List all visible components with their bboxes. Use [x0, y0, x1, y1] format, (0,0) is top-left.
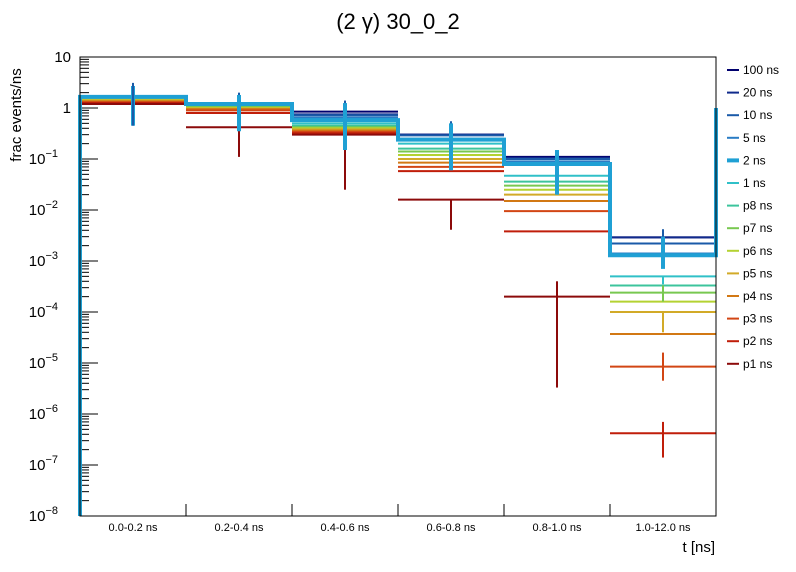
x-tick-label: 0.0-0.2 ns [109, 522, 158, 534]
legend-item: p6 ns [743, 244, 772, 258]
legend: 100 ns 20 ns 10 ns 5 ns 2 ns 1 ns p8 ns p7 ns p6… [727, 63, 779, 371]
x-tick-label: 0.6-0.8 ns [427, 522, 476, 534]
legend-item: p4 ns [743, 289, 772, 303]
x-tick-label: 0.8-1.0 ns [533, 522, 582, 534]
x-axis-label: t [ns] [682, 539, 715, 556]
legend-item: p7 ns [743, 221, 772, 235]
legend-item: 2 ns [743, 153, 766, 167]
legend-item: 20 ns [743, 86, 772, 100]
legend-item: p2 ns [743, 334, 772, 348]
y-tick-label: 10−7 [29, 454, 58, 474]
y-axis-label: frac events/ns [8, 68, 25, 161]
series-p3-ns [80, 101, 716, 368]
series-10-ns [80, 82, 716, 257]
legend-item: p5 ns [743, 266, 772, 280]
legend-item: 1 ns [743, 176, 766, 190]
y-tick-label: 10−8 [29, 505, 58, 525]
legend-item: 10 ns [743, 108, 772, 122]
series-p2-ns [80, 102, 716, 435]
plot-frame [79, 56, 717, 517]
y-tick-label: 10−1 [29, 148, 58, 168]
legend-item: 100 ns [743, 63, 779, 77]
y-tick-label: 10−4 [29, 301, 58, 321]
legend-item: p3 ns [743, 312, 772, 326]
series-step-line [78, 94, 718, 516]
legend-item: 5 ns [743, 131, 766, 145]
y-tick-label: 10−2 [29, 199, 58, 219]
y-tick-label: 10−6 [29, 403, 58, 423]
chart-title: (2 γ) 30_0_2 [336, 9, 460, 34]
y-tick-label: 10−5 [29, 352, 58, 372]
legend-item: p1 ns [743, 357, 772, 371]
x-tick-label: 1.0-12.0 ns [635, 522, 691, 534]
y-tick-label: 10 [54, 49, 71, 66]
y-tick-label: 1 [63, 100, 71, 117]
y-tick-label: 10−3 [29, 250, 58, 270]
x-tick-label: 0.2-0.4 ns [215, 522, 264, 534]
legend-item: p8 ns [743, 199, 772, 213]
x-tick-label: 0.4-0.6 ns [321, 522, 370, 534]
